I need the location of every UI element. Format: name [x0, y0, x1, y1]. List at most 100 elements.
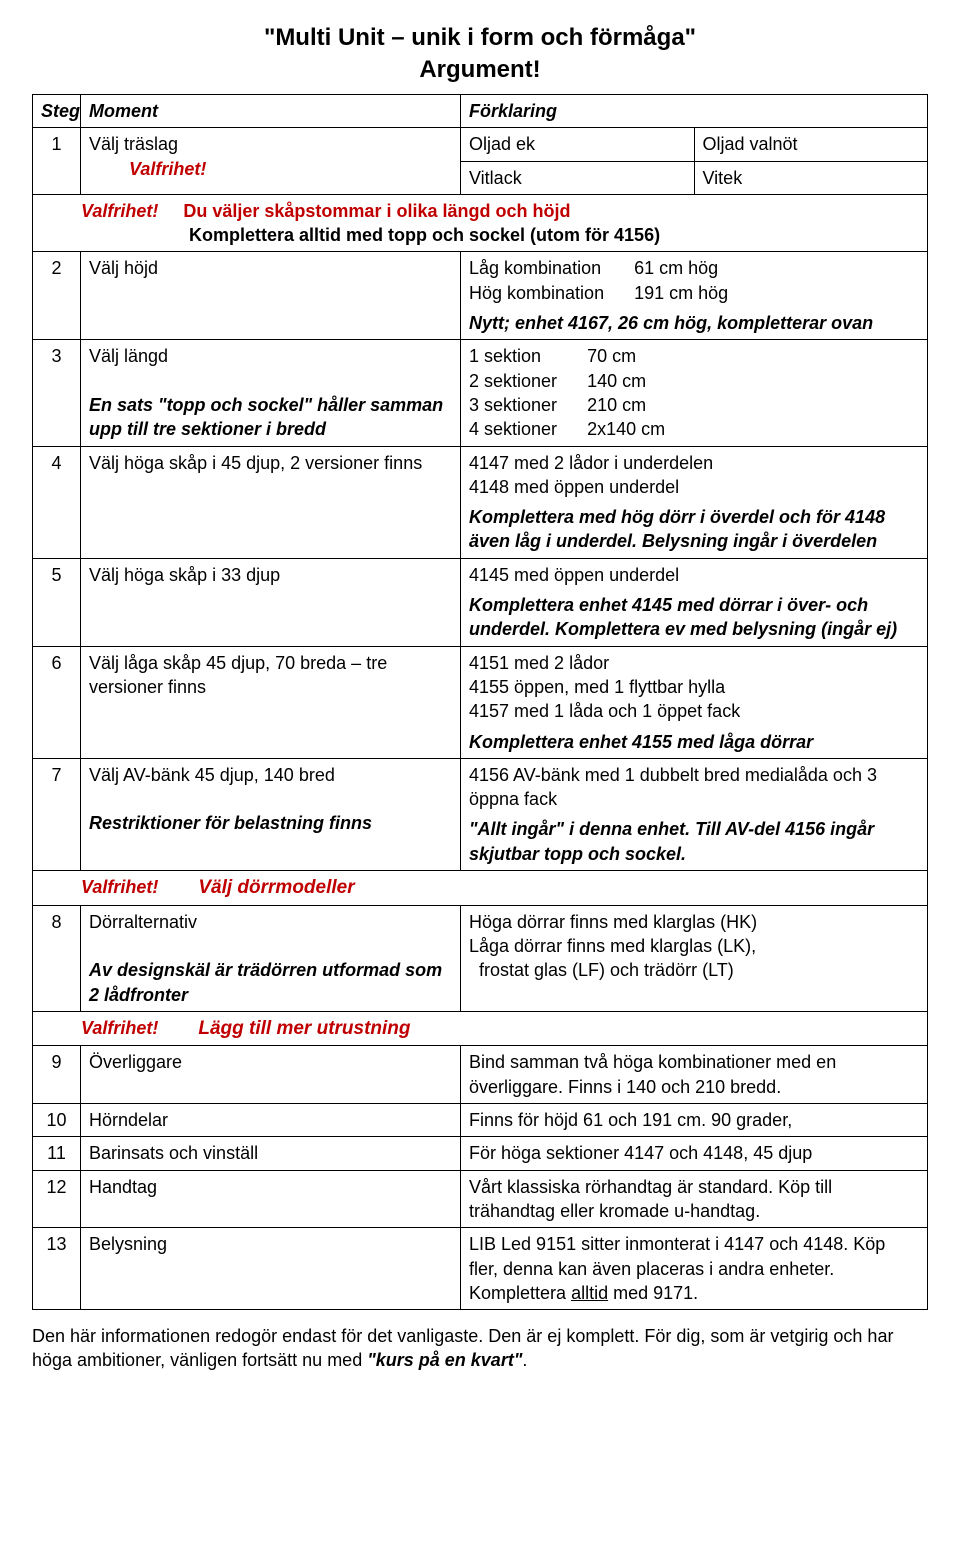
note-text: Nytt; enhet 4167, 26 cm hög, komplettera… — [469, 311, 919, 335]
moment-cell: Välj AV-bänk 45 djup, 140 bred Restrikti… — [81, 758, 461, 870]
p: Höga dörrar finns med klarglas (HK) — [469, 910, 919, 934]
steg-cell: 9 — [33, 1046, 81, 1104]
page-title-line2: Argument! — [32, 56, 928, 84]
forklaring-cell: 1 sektion70 cm 2 sektioner140 cm 3 sekti… — [461, 340, 928, 446]
fork-2b: Vitek — [695, 162, 928, 194]
moment-note: Av designskäl är trädörren utformad som … — [89, 960, 442, 1004]
table-row: 12 Handtag Vårt klassiska rörhandtag är … — [33, 1170, 928, 1228]
valfrihet-text1: Du väljer skåpstommar i olika längd och … — [183, 201, 570, 221]
note-text: Komplettera med hög dörr i överdel och f… — [469, 505, 919, 554]
sek-v: 140 cm — [587, 369, 665, 393]
p: 4147 med 2 lådor i underdelen — [469, 451, 919, 475]
valfrihet-label: Valfrihet! — [89, 157, 206, 181]
table-row: 11 Barinsats och vinställ För höga sekti… — [33, 1137, 928, 1170]
moment-text: Dörralternativ — [89, 912, 197, 932]
moment-text: Välj längd — [89, 346, 168, 366]
p-part2: med 9171. — [608, 1283, 698, 1303]
note-text: "Allt ingår" i denna enhet. Till AV-del … — [469, 817, 919, 866]
table-row: 7 Välj AV-bänk 45 djup, 140 bred Restrik… — [33, 758, 928, 870]
forklaring-cell: Bind samman två höga kombinationer med e… — [461, 1046, 928, 1104]
p: frostat glas (LF) och trädörr (LT) — [469, 958, 919, 982]
steg-cell: 10 — [33, 1104, 81, 1137]
forklaring-cell: Oljad ek Oljad valnöt Vitlack Vitek — [461, 128, 928, 195]
footer-text: Den här informationen redogör endast för… — [32, 1324, 928, 1373]
table-row: 1 Välj träslag Valfrihet! Oljad ek Oljad… — [33, 128, 928, 195]
valfrihet-label: Valfrihet! — [81, 877, 158, 897]
forklaring-cell: Vårt klassiska rörhandtag är standard. K… — [461, 1170, 928, 1228]
fork-1b: Oljad valnöt — [695, 128, 928, 160]
table-row: 6 Välj låga skåp 45 djup, 70 breda – tre… — [33, 646, 928, 758]
moment-text: Välj träslag — [89, 134, 178, 154]
table-row: 5 Välj höga skåp i 33 djup 4145 med öppe… — [33, 558, 928, 646]
p: 4151 med 2 lådor — [469, 651, 919, 675]
hog-val: 191 cm hög — [634, 281, 728, 305]
table-header-row: Steg Moment Förklaring — [33, 95, 928, 128]
footer-bold: "kurs på en kvart" — [367, 1350, 522, 1370]
sek-l: 2 sektioner — [469, 369, 587, 393]
hdr-moment: Moment — [81, 95, 461, 128]
moment-cell: Välj höjd — [81, 252, 461, 340]
sek-l: 3 sektioner — [469, 393, 587, 417]
lag-label: Låg kombination — [469, 256, 634, 280]
forklaring-cell: 4145 med öppen underdel Komplettera enhe… — [461, 558, 928, 646]
table-row: 13 Belysning LIB Led 9151 sitter inmonte… — [33, 1228, 928, 1310]
moment-note: Restriktioner för belastning finns — [89, 813, 372, 833]
steg-cell: 7 — [33, 758, 81, 870]
sek-l: 4 sektioner — [469, 417, 587, 441]
valfrihet-text: Lägg till mer utrustning — [198, 1018, 410, 1039]
table-row: 4 Välj höga skåp i 45 djup, 2 versioner … — [33, 446, 928, 558]
valfrihet-block: Valfrihet! Lägg till mer utrustning — [33, 1011, 928, 1046]
steg-cell: 11 — [33, 1137, 81, 1170]
p-underline: alltid — [571, 1283, 608, 1303]
table-row: 9 Överliggare Bind samman två höga kombi… — [33, 1046, 928, 1104]
valfrihet-label: Valfrihet! — [81, 201, 158, 221]
moment-cell: Överliggare — [81, 1046, 461, 1104]
fork-2a: Vitlack — [461, 162, 695, 194]
sek-v: 70 cm — [587, 344, 665, 368]
moment-note: En sats "topp och sockel" håller samman … — [89, 395, 443, 439]
moment-cell: Dörralternativ Av designskäl är trädörre… — [81, 905, 461, 1011]
valfrihet-label: Valfrihet! — [81, 1018, 158, 1038]
moment-cell: Barinsats och vinställ — [81, 1137, 461, 1170]
steg-cell: 8 — [33, 905, 81, 1011]
forklaring-cell: 4156 AV-bänk med 1 dubbelt bred medialåd… — [461, 758, 928, 870]
forklaring-cell: LIB Led 9151 sitter inmonterat i 4147 oc… — [461, 1228, 928, 1310]
forklaring-cell: För höga sektioner 4147 och 4148, 45 dju… — [461, 1137, 928, 1170]
steg-cell: 12 — [33, 1170, 81, 1228]
table-row: 3 Välj längd En sats "topp och sockel" h… — [33, 340, 928, 446]
table-row: Valfrihet! Lägg till mer utrustning — [33, 1011, 928, 1046]
sek-v: 2x140 cm — [587, 417, 665, 441]
note-text: Komplettera enhet 4145 med dörrar i över… — [469, 593, 919, 642]
hdr-steg: Steg — [33, 95, 81, 128]
table-row: 2 Välj höjd Låg kombination61 cm hög Hög… — [33, 252, 928, 340]
moment-text: Välj AV-bänk 45 djup, 140 bred — [89, 765, 335, 785]
sek-l: 1 sektion — [469, 344, 587, 368]
table-row: Valfrihet! Välj dörrmodeller — [33, 871, 928, 906]
p: 4148 med öppen underdel — [469, 475, 919, 499]
note-text: Komplettera enhet 4155 med låga dörrar — [469, 730, 919, 754]
moment-cell: Välj höga skåp i 45 djup, 2 versioner fi… — [81, 446, 461, 558]
forklaring-cell: 4147 med 2 lådor i underdelen 4148 med ö… — [461, 446, 928, 558]
steg-cell: 1 — [33, 128, 81, 195]
argument-table: Steg Moment Förklaring 1 Välj träslag Va… — [32, 94, 928, 1310]
moment-cell: Hörndelar — [81, 1104, 461, 1137]
moment-cell: Handtag — [81, 1170, 461, 1228]
steg-cell: 6 — [33, 646, 81, 758]
valfrihet-block: Valfrihet! Välj dörrmodeller — [33, 871, 928, 906]
steg-cell: 2 — [33, 252, 81, 340]
table-row: 10 Hörndelar Finns för höjd 61 och 191 c… — [33, 1104, 928, 1137]
fork-1a: Oljad ek — [461, 128, 695, 160]
valfrihet-text: Välj dörrmodeller — [198, 877, 354, 898]
steg-cell: 5 — [33, 558, 81, 646]
forklaring-cell: 4151 med 2 lådor 4155 öppen, med 1 flytt… — [461, 646, 928, 758]
valfrihet-block: Valfrihet! Du väljer skåpstommar i olika… — [33, 194, 928, 252]
hog-label: Hög kombination — [469, 281, 634, 305]
p: Låga dörrar finns med klarglas (LK), — [469, 934, 919, 958]
moment-cell: Belysning — [81, 1228, 461, 1310]
valfrihet-text2: Komplettera alltid med topp och sockel (… — [81, 223, 660, 247]
p: 4145 med öppen underdel — [469, 563, 919, 587]
p: 4155 öppen, med 1 flyttbar hylla — [469, 675, 919, 699]
footer-part2: . — [522, 1350, 527, 1370]
steg-cell: 4 — [33, 446, 81, 558]
moment-cell: Välj höga skåp i 33 djup — [81, 558, 461, 646]
